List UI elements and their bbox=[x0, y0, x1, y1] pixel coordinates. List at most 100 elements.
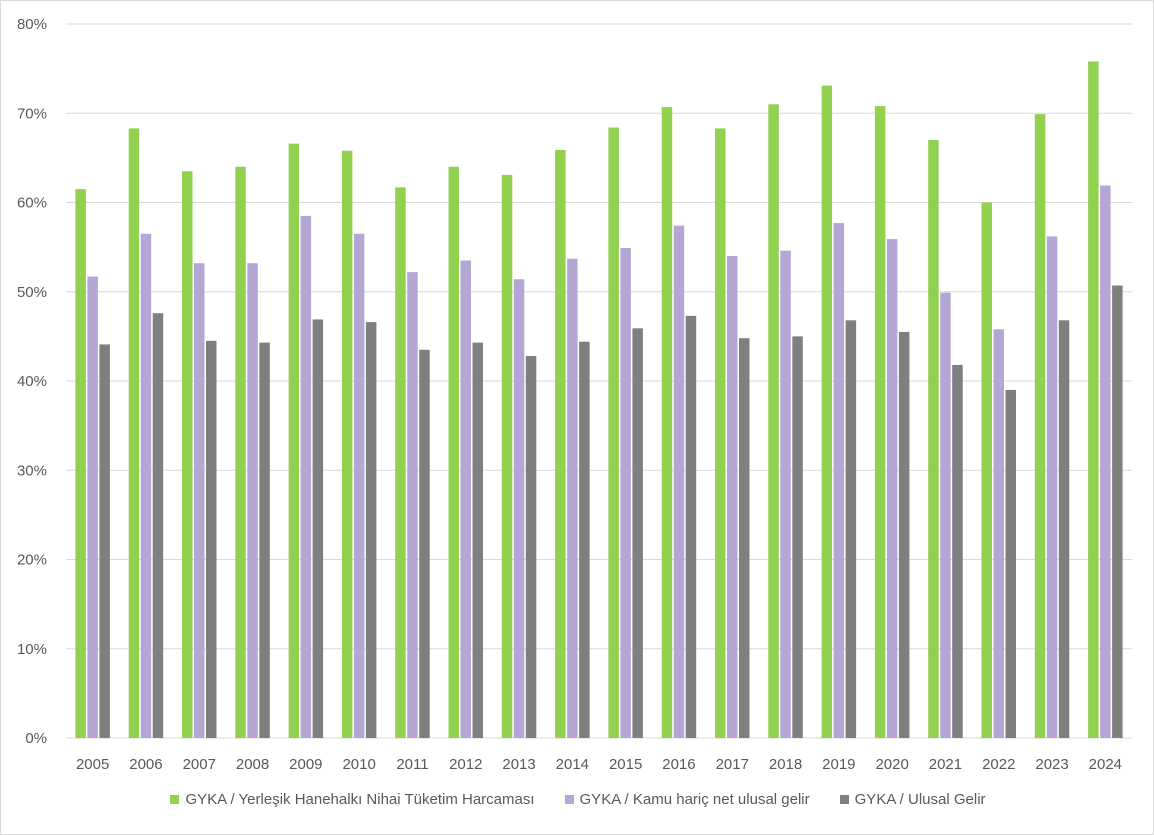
bar-2008-series-1 bbox=[235, 166, 246, 739]
bar-2010-series-1 bbox=[341, 150, 353, 739]
x-tick-label: 2011 bbox=[396, 756, 428, 773]
legend-label-consumption: GYKA / Yerleşik Hanehalkı Nihai Tüketim … bbox=[185, 791, 535, 808]
legend-label-national-income: GYKA / Ulusal Gelir bbox=[854, 791, 986, 808]
x-tick-label: 2005 bbox=[76, 756, 109, 773]
bar-2011-series-3 bbox=[419, 349, 430, 738]
bar-2011-series-2 bbox=[407, 272, 418, 738]
x-tick-label: 2013 bbox=[502, 756, 535, 773]
bar-2020-series-1 bbox=[874, 106, 886, 739]
bar-2010-series-3 bbox=[365, 322, 377, 738]
bar-2021-series-1 bbox=[928, 140, 939, 738]
x-tick-label: 2010 bbox=[342, 756, 375, 773]
bar-2024-series-3 bbox=[1112, 285, 1123, 738]
bar-2021-series-2 bbox=[940, 292, 951, 738]
bars bbox=[75, 61, 1123, 739]
bar-2021-series-3 bbox=[952, 364, 963, 738]
bar-2005-series-1 bbox=[75, 189, 86, 739]
bar-2020-series-2 bbox=[886, 239, 898, 738]
y-tick-label: 40% bbox=[17, 373, 47, 390]
bar-2019-series-2 bbox=[833, 223, 845, 738]
bar-2005-series-3 bbox=[99, 344, 110, 738]
bar-2010-series-2 bbox=[353, 233, 365, 739]
bar-2018-series-3 bbox=[792, 336, 803, 739]
bar-2014-series-2 bbox=[567, 258, 578, 738]
bar-2012-series-3 bbox=[472, 342, 483, 738]
bar-2012-series-1 bbox=[448, 166, 459, 739]
y-tick-label: 0% bbox=[25, 730, 47, 747]
y-tick-label: 70% bbox=[17, 105, 47, 122]
bar-2012-series-2 bbox=[460, 260, 471, 738]
x-tick-label: 2018 bbox=[769, 756, 802, 773]
x-tick-label: 2014 bbox=[556, 756, 589, 773]
bar-2009-series-1 bbox=[288, 143, 300, 739]
bar-2007-series-2 bbox=[194, 263, 205, 738]
legend-item-consumption: GYKA / Yerleşik Hanehalkı Nihai Tüketim … bbox=[170, 791, 535, 808]
x-tick-label: 2023 bbox=[1035, 756, 1068, 773]
x-tick-label: 2016 bbox=[662, 756, 695, 773]
bar-2016-series-1 bbox=[661, 107, 673, 738]
bar-2015-series-2 bbox=[620, 248, 631, 738]
bar-2020-series-3 bbox=[898, 331, 910, 738]
x-tick-label: 2009 bbox=[289, 756, 322, 773]
bar-2023-series-2 bbox=[1046, 236, 1058, 738]
bar-chart: 0%10%20%30%40%50%60%70%80% 2005 2006 2007 2… bbox=[17, 16, 1132, 773]
gridlines bbox=[66, 23, 1132, 739]
bar-2024-series-2 bbox=[1100, 185, 1111, 739]
legend-swatch-net-national-income bbox=[564, 795, 574, 804]
x-tick-label: 2021 bbox=[929, 756, 962, 773]
bar-2023-series-1 bbox=[1034, 114, 1046, 738]
bar-2016-series-3 bbox=[685, 315, 697, 738]
x-tick-label: 2006 bbox=[129, 756, 162, 773]
bar-2018-series-2 bbox=[780, 250, 791, 738]
bar-2006-series-2 bbox=[140, 233, 152, 739]
bar-2014-series-3 bbox=[579, 341, 590, 738]
bar-2006-series-1 bbox=[128, 128, 140, 739]
bar-2009-series-3 bbox=[312, 319, 324, 738]
y-tick-label: 80% bbox=[17, 16, 47, 33]
bar-2019-series-3 bbox=[845, 320, 857, 738]
bar-2018-series-1 bbox=[768, 104, 779, 738]
bar-2007-series-1 bbox=[182, 171, 193, 738]
legend-item-net-national-income: GYKA / Kamu hariç net ulusal gelir bbox=[564, 791, 810, 808]
bar-2008-series-2 bbox=[247, 263, 258, 738]
legend-swatch-national-income bbox=[839, 795, 849, 804]
bar-2023-series-3 bbox=[1058, 320, 1070, 738]
legend: GYKA / Yerleşik Hanehalkı Nihai Tüketim … bbox=[1, 791, 1153, 808]
legend-label-net-national-income: GYKA / Kamu hariç net ulusal gelir bbox=[579, 791, 810, 808]
bar-2013-series-3 bbox=[525, 356, 537, 738]
legend-swatch-consumption bbox=[170, 795, 180, 804]
bar-2024-series-1 bbox=[1088, 61, 1099, 739]
y-tick-label: 10% bbox=[17, 641, 47, 658]
bar-2019-series-1 bbox=[821, 85, 833, 738]
x-axis-tick-labels: 2005 2006 2007 2008 2009 2010 2011 2012 2013 2014… bbox=[76, 756, 1122, 773]
bar-2015-series-3 bbox=[632, 328, 643, 738]
bar-2022-series-1 bbox=[981, 202, 992, 738]
bar-2022-series-2 bbox=[993, 329, 1004, 738]
y-tick-label: 60% bbox=[17, 195, 47, 212]
x-tick-label: 2020 bbox=[875, 756, 908, 773]
x-tick-label: 2015 bbox=[609, 756, 642, 773]
x-tick-label: 2024 bbox=[1089, 756, 1122, 773]
y-tick-label: 30% bbox=[17, 462, 47, 479]
x-tick-label: 2022 bbox=[982, 756, 1015, 773]
bar-2015-series-1 bbox=[608, 127, 619, 738]
bar-2017-series-3 bbox=[739, 338, 750, 738]
bar-2009-series-2 bbox=[300, 215, 312, 738]
x-tick-label: 2008 bbox=[236, 756, 269, 773]
x-tick-label: 2007 bbox=[183, 756, 216, 773]
x-tick-label: 2017 bbox=[716, 756, 749, 773]
y-tick-label: 50% bbox=[17, 284, 47, 301]
legend-item-national-income: GYKA / Ulusal Gelir bbox=[839, 791, 986, 808]
bar-2005-series-2 bbox=[87, 276, 98, 738]
bar-2008-series-3 bbox=[259, 342, 270, 738]
bar-2016-series-2 bbox=[673, 225, 685, 738]
bar-2013-series-1 bbox=[501, 174, 513, 738]
x-tick-label: 2019 bbox=[822, 756, 855, 773]
bar-2013-series-2 bbox=[513, 279, 525, 738]
y-axis-tick-labels: 0% 10% 20% 30% 40% 50% 60% 70% 80% bbox=[17, 16, 47, 747]
bar-2017-series-2 bbox=[727, 256, 738, 738]
bar-2007-series-3 bbox=[206, 340, 217, 738]
bar-2006-series-3 bbox=[152, 313, 164, 738]
bar-2011-series-1 bbox=[395, 187, 406, 738]
bar-2017-series-1 bbox=[715, 128, 726, 739]
